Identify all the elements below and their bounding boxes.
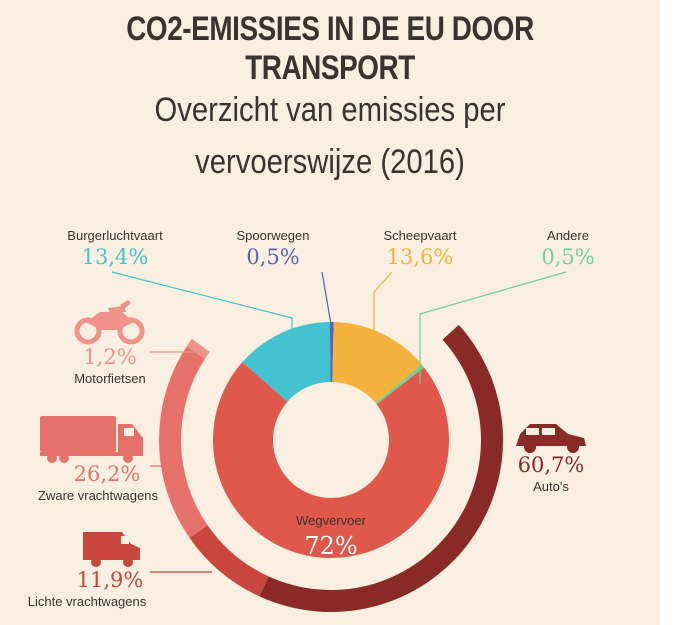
label-burgerluchtvaart: Burgerluchtvaart bbox=[67, 228, 163, 243]
value-burgerluchtvaart: 13,4% bbox=[82, 245, 149, 269]
truck-icon bbox=[40, 416, 143, 463]
value-autos: 60,7% bbox=[518, 453, 585, 477]
value-wegvervoer: 72% bbox=[304, 532, 357, 560]
value-zware-vrachtwagens: 26,2% bbox=[74, 462, 141, 486]
label-autos: Auto's bbox=[533, 479, 569, 494]
infographic: CO2-EMISSIES IN DE EU DOOR TRANSPORT Ove… bbox=[0, 0, 660, 625]
label-scheepvaart: Scheepvaart bbox=[384, 228, 457, 243]
leader-andere bbox=[419, 271, 567, 384]
ring-segment-lichte-vrachtwagens bbox=[189, 525, 269, 597]
value-motorfietsen: 1,2% bbox=[83, 345, 136, 369]
car-icon bbox=[516, 424, 586, 453]
leader-scheepvaart bbox=[373, 271, 393, 336]
page-title: CO2-EMISSIES IN DE EU DOOR TRANSPORT bbox=[126, 10, 534, 87]
label-wegvervoer: Wegvervoer bbox=[296, 513, 367, 528]
label-zware-vrachtwagens: Zware vrachtwagens bbox=[38, 488, 158, 503]
emissions-chart: Burgerluchtvaart 13,4% Spoorwegen 0,5% S… bbox=[28, 228, 595, 612]
label-motorfietsen: Motorfietsen bbox=[74, 371, 146, 386]
ring-segment-auto-s bbox=[259, 324, 503, 612]
value-lichte-vrachtwagens: 11,9% bbox=[77, 568, 144, 592]
motorbike-icon bbox=[74, 300, 145, 345]
ring-segment-zware-vrachtwagens bbox=[158, 346, 208, 538]
inner-donut bbox=[212, 322, 449, 558]
value-spoorwegen: 0,5% bbox=[246, 245, 299, 269]
donut-slice-andere bbox=[375, 364, 425, 405]
ring-segment-motorfietsen bbox=[186, 338, 210, 359]
label-lichte-vrachtwagens: Lichte vrachtwagens bbox=[28, 594, 147, 609]
label-spoorwegen: Spoorwegen bbox=[237, 228, 310, 243]
value-scheepvaart: 13,6% bbox=[387, 245, 454, 269]
leader-burgerluchtvaart bbox=[111, 271, 293, 345]
van-icon bbox=[83, 532, 140, 567]
donut-slice-burgerluchtvaart bbox=[242, 322, 331, 402]
donut-slice-spoorwegen bbox=[329, 322, 334, 383]
outer-ring bbox=[158, 324, 503, 612]
leader-spoorwegen bbox=[321, 271, 333, 331]
value-andere: 0,5% bbox=[541, 245, 594, 269]
donut-slice-scheepvaart bbox=[332, 322, 422, 403]
label-andere: Andere bbox=[547, 228, 589, 243]
donut-slice-wegvervoer bbox=[212, 362, 449, 558]
chart-subtitle: Overzicht van emissies per vervoerswijze… bbox=[154, 91, 506, 181]
